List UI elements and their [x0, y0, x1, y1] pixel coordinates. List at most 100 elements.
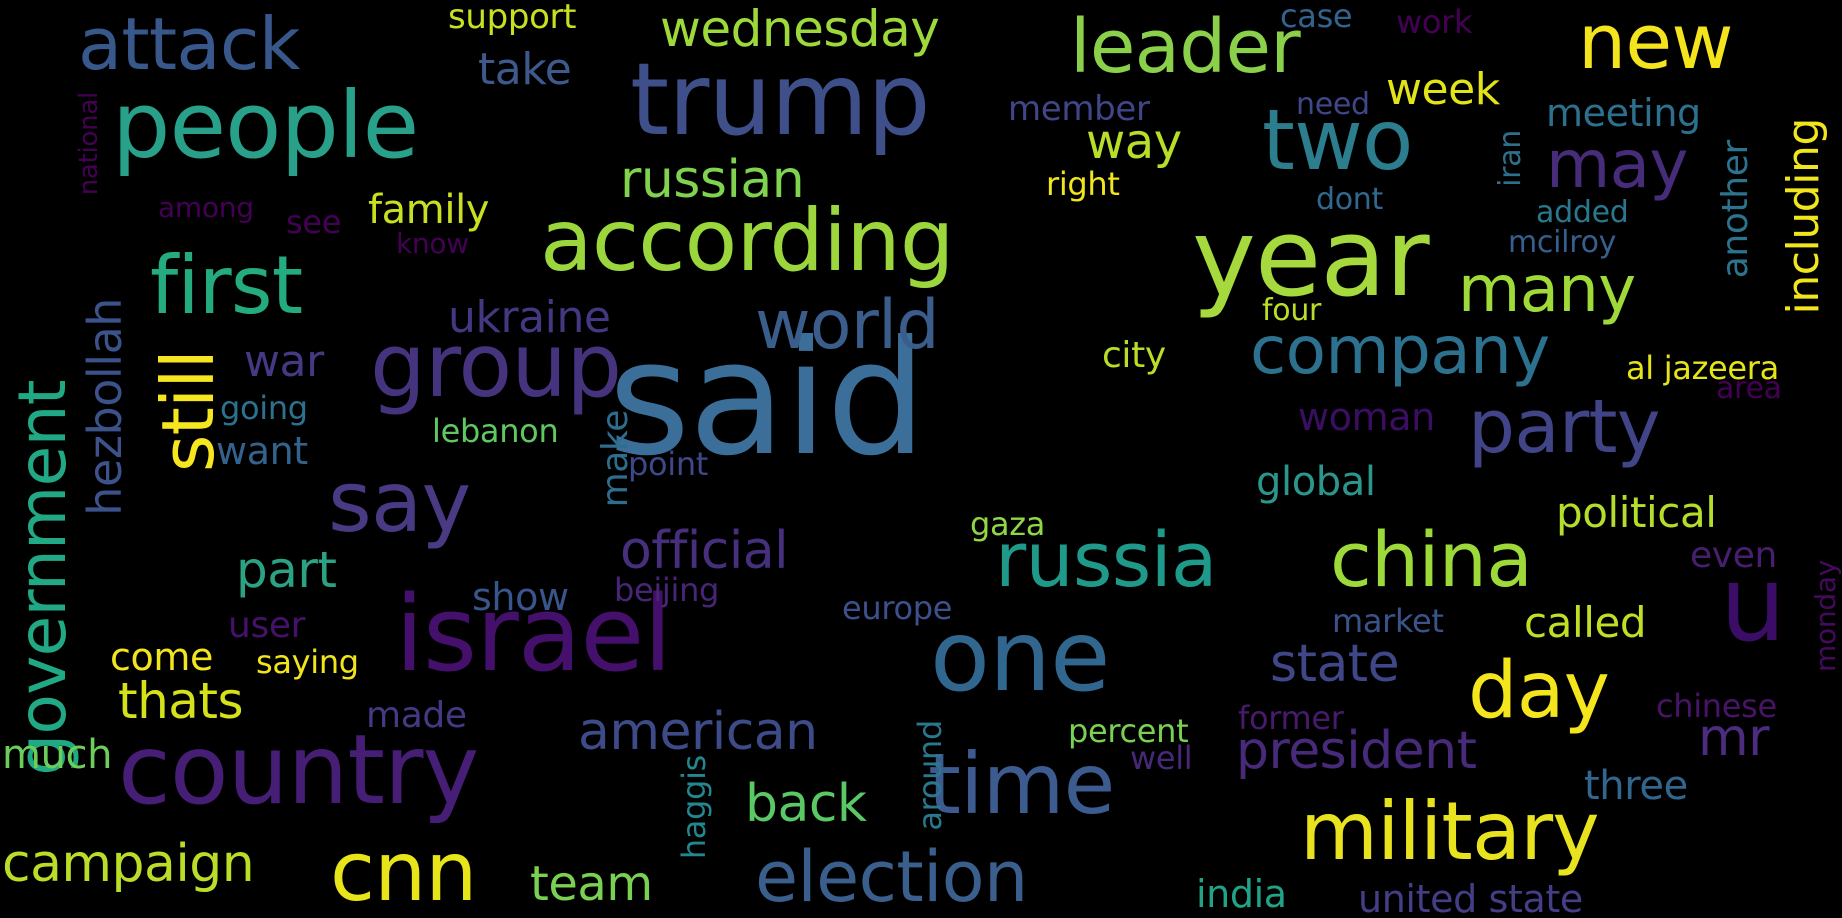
word-government: government [4, 380, 81, 776]
word-way: way [1086, 114, 1182, 170]
word-still: still [146, 350, 230, 473]
word-point: point [628, 445, 709, 483]
word-iran: iran [1493, 130, 1528, 187]
word-saying: saying [256, 643, 359, 681]
word-country: country [118, 714, 479, 826]
word-work: work [1396, 3, 1473, 41]
word-percent: percent [1068, 712, 1189, 750]
word-party: party [1468, 384, 1661, 470]
word-year: year [1192, 196, 1430, 321]
word-hezbollah: hezbollah [78, 298, 132, 516]
word-china: china [1330, 515, 1533, 604]
word-going: going [220, 389, 308, 427]
word-two: two [1262, 91, 1413, 189]
word-see: see [286, 203, 342, 241]
word-city: city [1102, 335, 1166, 376]
word-case: case [1280, 0, 1353, 35]
word-need: need [1296, 87, 1370, 122]
word-want: want [216, 429, 308, 473]
word-according: according [540, 191, 954, 291]
word-come: come [110, 635, 214, 679]
word-part: part [236, 541, 337, 599]
word-al-jazeera: al jazeera [1626, 349, 1779, 387]
word-attack: attack [78, 2, 300, 86]
word-time: time [928, 735, 1115, 833]
word-gaza: gaza [970, 505, 1046, 543]
word-israel: israel [395, 573, 672, 695]
word-week: week [1386, 64, 1500, 115]
word-another: another [1715, 140, 1756, 279]
word-lebanon: lebanon [432, 412, 559, 450]
word-much: much [2, 732, 113, 778]
word-family: family [368, 187, 490, 233]
word-american: american [578, 702, 818, 762]
word-know: know [396, 227, 469, 260]
word-made: made [366, 695, 467, 736]
word-around: around [911, 720, 949, 831]
word-monday: monday [1809, 560, 1842, 672]
word-national: national [74, 92, 104, 196]
word-meeting: meeting [1546, 91, 1701, 135]
word-thats: thats [118, 672, 244, 730]
word-united-state: united state [1358, 877, 1583, 918]
word-four: four [1262, 293, 1322, 328]
word-group: group [370, 314, 622, 417]
word-people: people [112, 72, 419, 179]
word-many: many [1458, 253, 1636, 327]
word-day: day [1468, 646, 1610, 736]
word-one: one [930, 600, 1110, 714]
word-added: added [1536, 195, 1629, 230]
word-company: company [1250, 312, 1550, 389]
word-new: new [1578, 0, 1734, 86]
word-president: president [1236, 721, 1477, 781]
word-wednesday: wednesday [660, 0, 940, 58]
word-official: official [620, 521, 789, 581]
word-including: including [1778, 118, 1829, 315]
word-back: back [745, 774, 867, 834]
word-show: show [472, 575, 569, 619]
word-trump: trump [630, 41, 931, 158]
word-team: team [530, 856, 653, 912]
word-area: area [1716, 371, 1782, 406]
word-mcilroy: mcilroy [1508, 225, 1617, 260]
word-ukraine: ukraine [448, 292, 611, 343]
word-user: user [228, 605, 306, 646]
word-take: take [478, 44, 572, 95]
word-india: india [1196, 872, 1287, 916]
word-haggis: haggis [675, 755, 713, 860]
word-war: war [244, 336, 324, 387]
word-market: market [1332, 602, 1444, 640]
word-political: political [1556, 488, 1717, 537]
word-global: global [1256, 459, 1376, 505]
word-support: support [448, 0, 577, 37]
word-beijing: beijing [614, 571, 720, 609]
word-well: well [1130, 739, 1193, 777]
word-election: election [755, 836, 1028, 918]
word-woman: woman [1298, 395, 1435, 439]
word-europe: europe [842, 589, 953, 627]
word-cnn: cnn [330, 825, 477, 918]
word-chinese: chinese [1656, 687, 1777, 725]
word-say: say [328, 453, 471, 551]
word-said: said [608, 307, 927, 491]
word-state: state [1270, 634, 1400, 694]
word-leader: leader [1070, 4, 1301, 90]
word-russia: russia [995, 515, 1217, 604]
word-may: may [1546, 126, 1688, 203]
word-mr: mr [1698, 708, 1770, 768]
word-former: former [1238, 699, 1344, 737]
word-right: right [1046, 165, 1120, 203]
word-military: military [1300, 785, 1600, 878]
word-first: first [150, 239, 303, 332]
word-called: called [1524, 598, 1647, 647]
word-russian: russian [620, 150, 805, 210]
word-u: u [1720, 543, 1786, 665]
word-among: among [158, 191, 254, 224]
word-dont: dont [1316, 182, 1383, 217]
word-even: even [1690, 535, 1777, 576]
word-three: three [1584, 763, 1688, 809]
word-world: world [755, 286, 940, 365]
word-member: member [1008, 89, 1150, 129]
word-campaign: campaign [2, 834, 255, 894]
